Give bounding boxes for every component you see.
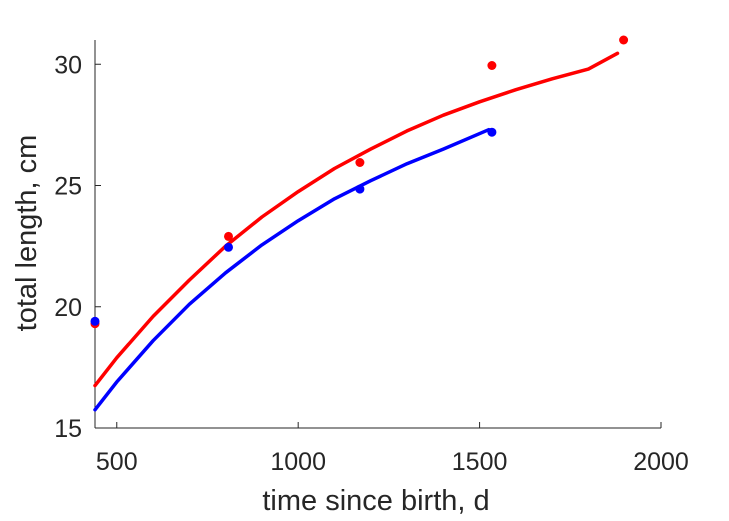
fit-curve-2 bbox=[93, 127, 491, 412]
data-point-2 bbox=[90, 316, 100, 326]
data-point-2 bbox=[224, 242, 233, 252]
data-point-2 bbox=[487, 127, 497, 137]
x-axis-label: time since birth, d bbox=[262, 485, 489, 517]
data-point-1 bbox=[487, 61, 497, 70]
fit-curve-1 bbox=[93, 51, 620, 388]
y-axis-label: total length, cm bbox=[11, 135, 43, 332]
y-tick-label: 20 bbox=[54, 294, 82, 322]
data-points bbox=[90, 35, 629, 329]
data-point-2 bbox=[355, 184, 365, 194]
tick-labels: 500 1000 1500 2000 15 20 25 30 bbox=[54, 51, 689, 476]
data-point-1 bbox=[619, 35, 629, 45]
data-point-1 bbox=[224, 231, 233, 241]
x-tick-label: 1000 bbox=[270, 448, 326, 476]
x-tick-label: 2000 bbox=[633, 448, 689, 476]
data-point-1 bbox=[355, 158, 365, 167]
y-tick-label: 15 bbox=[54, 415, 82, 443]
y-tick-label: 25 bbox=[54, 173, 82, 201]
y-tick-label: 30 bbox=[54, 51, 82, 79]
x-tick-label: 500 bbox=[96, 448, 138, 476]
axes bbox=[94, 40, 662, 429]
fit-curves bbox=[93, 51, 620, 412]
x-tick-label: 1500 bbox=[452, 448, 508, 476]
